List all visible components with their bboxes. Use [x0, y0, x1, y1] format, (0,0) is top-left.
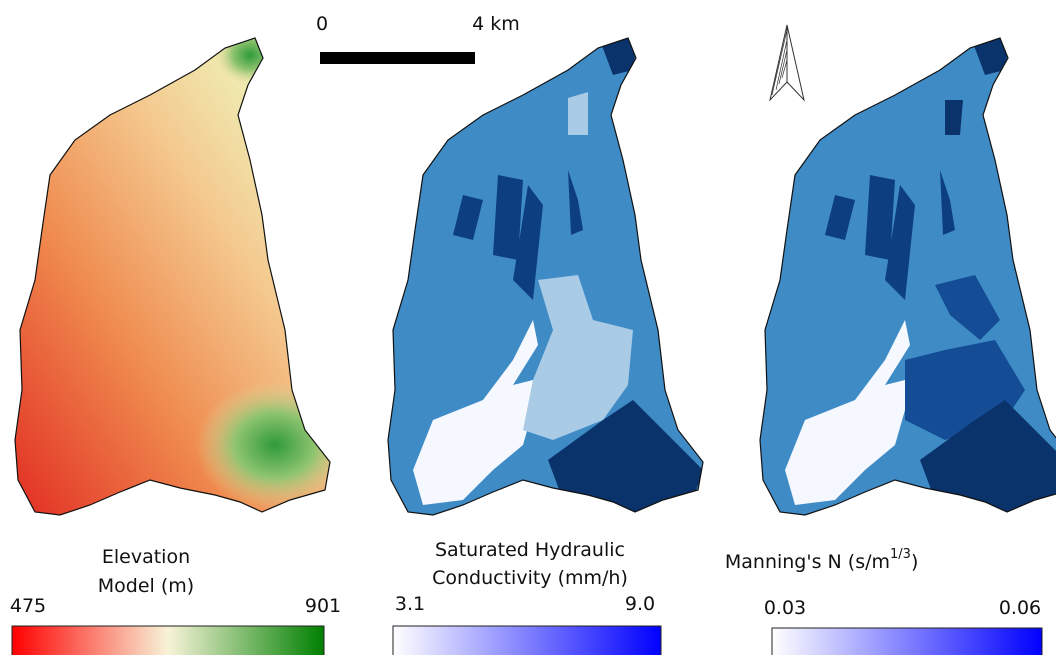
- panel-title: Elevation: [102, 546, 190, 568]
- colorbar-min: 3.1: [395, 593, 425, 615]
- scale-start: 0: [316, 13, 328, 35]
- figure: 0 4 km Elevation Model (m) Saturated Hyd…: [0, 0, 1056, 655]
- colorbar-max: 901: [305, 595, 341, 617]
- panel-title: Manning's N (s/m: [725, 551, 890, 573]
- panel-title-sup: 1/3: [890, 547, 911, 562]
- colorbar: [393, 626, 661, 655]
- elevation-map: [0, 0, 360, 540]
- colorbar-max: 9.0: [625, 593, 655, 615]
- colorbar-min: 0.03: [764, 597, 806, 619]
- scale-bar: [320, 52, 475, 64]
- panel-title: Conductivity (mm/h): [432, 567, 628, 589]
- scale-end: 4 km: [472, 13, 520, 35]
- colorbar-max: 0.06: [999, 597, 1041, 619]
- colorbar-min: 475: [10, 595, 46, 617]
- north-arrow: [770, 25, 804, 100]
- conductivity-map: [373, 0, 733, 540]
- panel-title: Saturated Hydraulic: [435, 539, 625, 561]
- colorbar: [772, 628, 1042, 655]
- panel-title: ): [911, 551, 918, 573]
- colorbar: [12, 626, 324, 655]
- panel-title: Model (m): [98, 575, 194, 597]
- manning-map: [745, 0, 1056, 540]
